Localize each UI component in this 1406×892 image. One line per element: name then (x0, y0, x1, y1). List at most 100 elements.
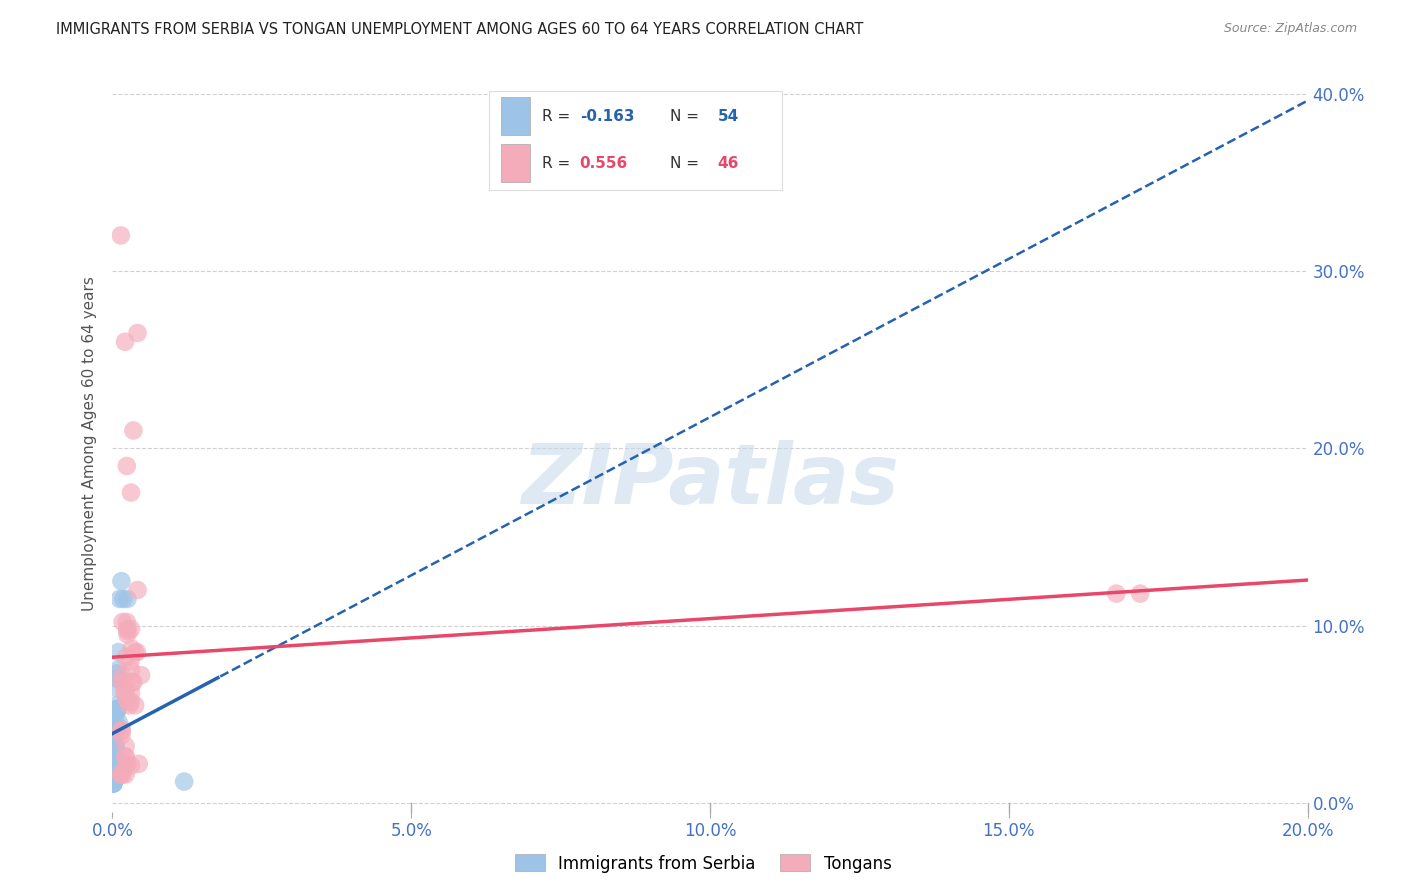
Point (104, 739, 127, 753)
Point (105, 672, 128, 686)
Point (104, 758, 127, 772)
Point (105, 723, 128, 738)
Point (110, 675, 132, 690)
Point (103, 758, 125, 772)
Point (101, 774, 124, 789)
Point (120, 654, 142, 668)
Point (104, 737, 127, 751)
Point (121, 675, 143, 690)
Text: IMMIGRANTS FROM SERBIA VS TONGAN UNEMPLOYMENT AMONG AGES 60 TO 64 YEARS CORRELAT: IMMIGRANTS FROM SERBIA VS TONGAN UNEMPLO… (56, 22, 863, 37)
Point (104, 737, 127, 751)
Point (103, 756, 125, 771)
Point (101, 776, 124, 790)
Text: ZIPatlas: ZIPatlas (522, 440, 898, 521)
Point (122, 424, 145, 438)
Point (105, 681, 128, 695)
Point (103, 756, 125, 771)
Point (105, 723, 128, 738)
Point (114, 686, 136, 700)
Point (120, 663, 142, 677)
Point (108, 716, 131, 731)
Point (101, 776, 124, 790)
Point (127, 583, 149, 598)
Point (104, 740, 127, 755)
Point (103, 758, 125, 772)
Point (111, 767, 134, 781)
Point (107, 663, 129, 677)
Point (110, 723, 132, 738)
Point (114, 739, 136, 753)
Point (103, 774, 125, 789)
Point (117, 622, 139, 636)
Point (105, 722, 128, 736)
Point (101, 776, 124, 790)
Y-axis label: Unemployment Among Ages 60 to 64 years: Unemployment Among Ages 60 to 64 years (82, 277, 97, 611)
Point (103, 739, 125, 753)
Point (111, 668, 134, 682)
Point (114, 749, 136, 764)
Point (104, 740, 127, 755)
Point (112, 591, 135, 606)
Text: Source: ZipAtlas.com: Source: ZipAtlas.com (1223, 22, 1357, 36)
Point (115, 458, 138, 473)
Point (104, 722, 127, 736)
Point (1129, 586, 1152, 600)
Point (103, 755, 125, 769)
Point (105, 718, 128, 732)
Point (117, 627, 139, 641)
Point (118, 698, 141, 713)
Point (173, 774, 195, 789)
Point (112, 756, 135, 771)
Point (107, 645, 129, 659)
Point (105, 706, 128, 720)
Point (124, 698, 146, 713)
Point (124, 645, 146, 659)
Point (110, 729, 132, 743)
Point (104, 739, 127, 753)
Point (105, 702, 128, 716)
Point (103, 758, 125, 772)
Point (104, 698, 127, 713)
Point (117, 591, 139, 606)
Point (125, 645, 148, 659)
Point (105, 666, 128, 681)
Point (120, 758, 142, 772)
Point (128, 756, 150, 771)
Point (110, 767, 132, 781)
Point (101, 774, 124, 789)
Point (120, 622, 142, 636)
Legend: Immigrants from Serbia, Tongans: Immigrants from Serbia, Tongans (508, 847, 898, 880)
Point (103, 776, 125, 790)
Point (110, 228, 132, 243)
Point (105, 722, 128, 736)
Point (103, 756, 125, 771)
Point (114, 334, 136, 349)
Point (117, 756, 139, 771)
Point (122, 675, 145, 690)
Point (120, 686, 142, 700)
Point (114, 758, 136, 772)
Point (101, 776, 124, 790)
Point (103, 756, 125, 771)
Point (111, 723, 134, 738)
Point (103, 739, 125, 753)
Point (105, 722, 128, 736)
Point (105, 722, 128, 736)
Point (127, 326, 149, 340)
Point (129, 668, 152, 682)
Point (117, 624, 139, 638)
Point (115, 693, 138, 707)
Point (114, 686, 135, 700)
Point (103, 740, 125, 755)
Point (115, 615, 138, 629)
Point (101, 776, 124, 790)
Point (108, 591, 131, 606)
Point (107, 702, 129, 716)
Point (111, 615, 134, 629)
Point (114, 650, 136, 665)
Point (120, 485, 142, 500)
Point (111, 767, 134, 781)
Point (104, 704, 127, 718)
Point (114, 749, 136, 764)
Point (120, 695, 142, 709)
